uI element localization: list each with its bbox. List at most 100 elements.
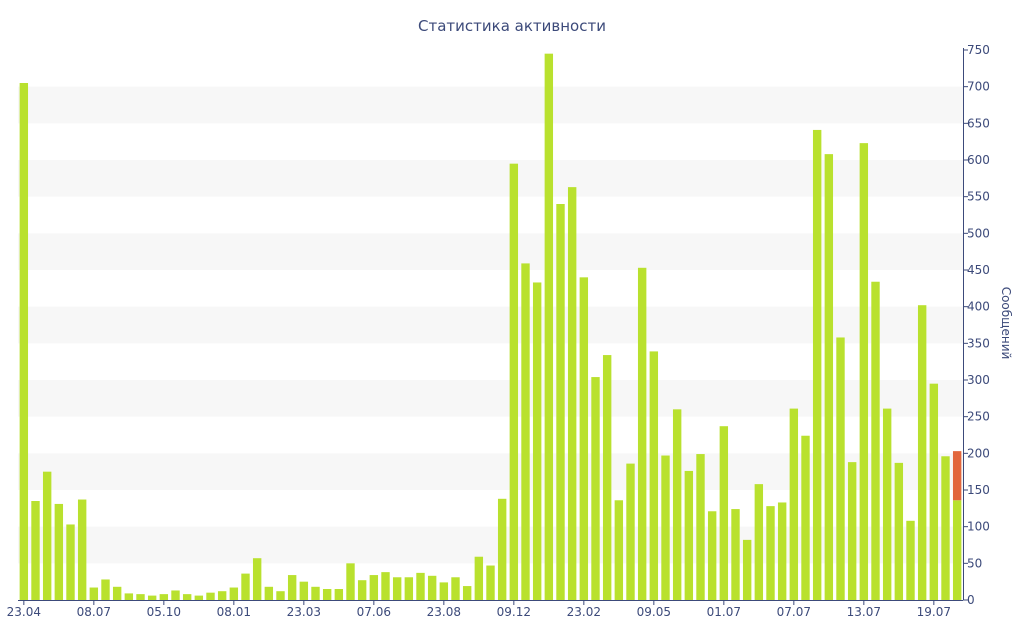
- bar: [287, 575, 297, 600]
- bar: [147, 595, 157, 600]
- bar: [252, 558, 262, 600]
- x-tick-label: 23.03: [287, 605, 321, 619]
- bar: [882, 408, 892, 600]
- x-tick-label: 13.07: [847, 605, 881, 619]
- bar: [159, 594, 169, 600]
- bar: [894, 462, 904, 600]
- bar: [486, 565, 495, 600]
- bar: [906, 520, 915, 600]
- y-tick-label: 150: [967, 483, 990, 497]
- x-tick-label: 23.02: [567, 605, 601, 619]
- x-tick-label: 19.07: [917, 605, 951, 619]
- y-tick-label: 550: [967, 190, 990, 204]
- bar: [124, 593, 134, 600]
- bar: [754, 484, 764, 600]
- x-tick-label: 05.10: [147, 605, 181, 619]
- bar: [719, 426, 729, 600]
- bar: [777, 502, 787, 600]
- bar: [66, 524, 75, 600]
- y-tick-label: 350: [967, 336, 990, 350]
- bar: [614, 500, 624, 600]
- x-tick-label: 07.06: [357, 605, 391, 619]
- bar: [532, 282, 542, 600]
- bar: [182, 594, 192, 600]
- y-tick-label: 750: [967, 43, 990, 57]
- bar: [416, 572, 425, 600]
- bar: [707, 511, 717, 600]
- bar: [684, 470, 694, 600]
- x-tick-label: 23.08: [427, 605, 461, 619]
- x-tick-label: 09.05: [637, 605, 671, 619]
- bar: [381, 572, 390, 600]
- bar: [112, 586, 122, 600]
- bar: [451, 577, 460, 600]
- y-tick-label: 100: [967, 520, 990, 534]
- y-axis-label: Сообщений: [999, 287, 1013, 360]
- bar: [404, 577, 414, 600]
- bar: [836, 337, 845, 600]
- bar: [824, 154, 834, 600]
- bar: [952, 500, 962, 600]
- bar: [439, 582, 449, 600]
- bar: [276, 591, 285, 600]
- bar: [626, 463, 635, 600]
- bar: [544, 53, 554, 600]
- bar: [77, 499, 87, 600]
- bar: [941, 456, 950, 600]
- bar: [369, 575, 379, 600]
- bar: [54, 503, 64, 600]
- bar: [299, 581, 309, 600]
- bar: [579, 277, 589, 600]
- grid-band: [18, 160, 963, 197]
- chart-title: Статистика активности: [418, 17, 606, 35]
- bar: [346, 563, 355, 600]
- bar: [264, 586, 274, 600]
- x-tick-label: 07.07: [777, 605, 811, 619]
- y-tick-label: 50: [967, 556, 982, 570]
- bar: [194, 595, 204, 600]
- bar: [509, 163, 519, 600]
- x-tick-label: 08.07: [77, 605, 111, 619]
- bar: [766, 506, 775, 600]
- bar: [392, 577, 402, 600]
- bar: [812, 129, 822, 600]
- bar: [637, 267, 647, 600]
- y-tick-label: 0: [967, 593, 975, 607]
- bar: [789, 408, 799, 600]
- bar: [602, 355, 612, 600]
- bar: [171, 590, 180, 600]
- y-tick-label: 450: [967, 263, 990, 277]
- y-tick-label: 200: [967, 446, 990, 460]
- bar: [136, 594, 145, 600]
- bar: [929, 383, 939, 600]
- bar: [217, 591, 227, 600]
- bar: [101, 579, 110, 600]
- bar: [89, 587, 99, 600]
- bar: [19, 83, 29, 600]
- grid-band: [18, 306, 963, 344]
- bars-group: [19, 53, 962, 600]
- grid-band: [18, 380, 963, 417]
- bar: [696, 454, 705, 600]
- bar: [556, 204, 565, 600]
- bar: [859, 143, 869, 600]
- y-tick-label: 650: [967, 116, 990, 130]
- bar: [334, 589, 344, 600]
- bar: [871, 281, 880, 600]
- bar: [649, 351, 659, 600]
- y-tick-label: 250: [967, 410, 990, 424]
- bar: [742, 539, 752, 600]
- bar: [661, 455, 670, 600]
- y-tick-label: 500: [967, 226, 990, 240]
- y-tick-label: 400: [967, 300, 990, 314]
- bar: [229, 587, 239, 600]
- bar: [31, 501, 40, 600]
- bar: [427, 575, 437, 600]
- bar: [322, 589, 332, 600]
- bar: [567, 187, 577, 600]
- y-tick-label: 700: [967, 80, 990, 94]
- x-tick-label: 23.04: [7, 605, 41, 619]
- x-tick-label: 09.12: [497, 605, 531, 619]
